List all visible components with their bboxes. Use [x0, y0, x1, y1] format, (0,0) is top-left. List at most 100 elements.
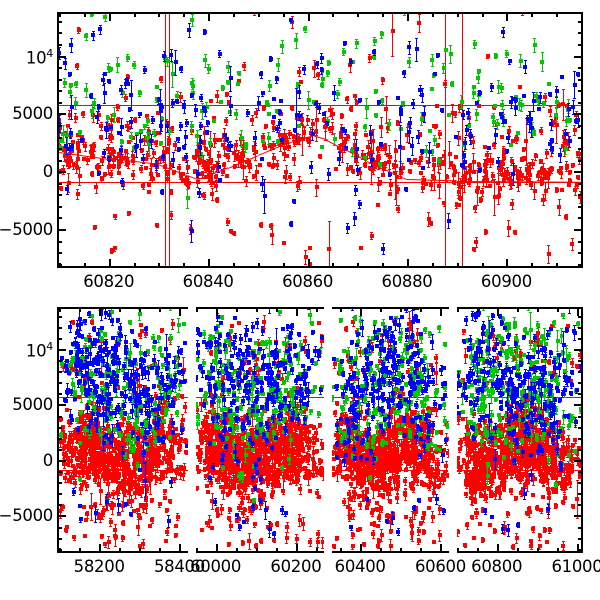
axis-tick [308, 259, 310, 268]
axis-tick [432, 12, 434, 17]
axis-tick [183, 12, 185, 17]
axis-tick [574, 171, 583, 173]
axis-tick [57, 160, 62, 162]
axis-tick [158, 12, 160, 17]
axis-tick [109, 12, 111, 21]
bottom-panel-plot-area [59, 309, 581, 551]
axis-tick [57, 241, 62, 243]
axis-tick [208, 259, 210, 268]
axis-tick [57, 125, 62, 127]
axis-tick [57, 44, 62, 46]
axis-tick [482, 263, 484, 268]
axis-tick [578, 44, 583, 46]
axis-tick [158, 263, 160, 268]
axis-tick [382, 263, 384, 268]
axis-tick [578, 241, 583, 243]
axis-tick [574, 229, 583, 231]
axis-tick [258, 12, 260, 17]
axis-tick-label: −5000 [0, 220, 53, 239]
axis-tick [578, 102, 583, 104]
axis-tick [308, 12, 310, 21]
axis-tick [283, 12, 285, 17]
axis-tick [578, 125, 583, 127]
axis-tick [57, 90, 62, 92]
axis-tick [233, 12, 235, 17]
axis-tick [57, 67, 62, 69]
axis-tick-label: 60860 [274, 272, 342, 291]
axis-tick [578, 79, 583, 81]
axis-tick [432, 263, 434, 268]
axis-tick [457, 12, 459, 17]
axis-tick-label: 60820 [75, 272, 143, 291]
axis-tick [574, 56, 583, 58]
axis-tick [109, 259, 111, 268]
axis-tick [578, 137, 583, 139]
axis-tick [578, 194, 583, 196]
axis-tick [457, 263, 459, 268]
axis-tick [57, 171, 66, 173]
axis-tick [57, 217, 62, 219]
axis-tick [134, 12, 136, 17]
axis-tick [407, 12, 409, 21]
axis-tick [506, 259, 508, 268]
axis-tick [556, 12, 558, 17]
axis-tick [506, 12, 508, 21]
axis-tick [578, 252, 583, 254]
axis-tick [84, 12, 86, 17]
axis-tick [482, 12, 484, 17]
axis-tick [208, 12, 210, 21]
axis-tick [382, 12, 384, 17]
axis-tick [57, 56, 66, 58]
axis-tick [531, 12, 533, 17]
axis-tick [57, 79, 62, 81]
axis-tick [578, 32, 583, 34]
axis-tick [57, 148, 62, 150]
axis-tick [578, 21, 583, 23]
axis-tick [233, 263, 235, 268]
axis-tick-label: 5000 [0, 104, 53, 123]
axis-tick [581, 263, 583, 268]
axis-tick [283, 263, 285, 268]
axis-tick [578, 160, 583, 162]
axis-tick [258, 263, 260, 268]
figure-root: −500005000104 6082060840608606088060900 … [0, 0, 600, 600]
axis-tick [57, 21, 62, 23]
axis-tick [84, 263, 86, 268]
axis-tick [57, 183, 62, 185]
axis-tick [183, 263, 185, 268]
axis-tick [578, 90, 583, 92]
axis-tick [57, 32, 62, 34]
axis-tick [57, 113, 66, 115]
axis-tick [57, 194, 62, 196]
axis-tick-label: 60880 [373, 272, 441, 291]
axis-tick [57, 137, 62, 139]
axis-tick [357, 263, 359, 268]
axis-tick [407, 259, 409, 268]
axis-tick-label: 60840 [174, 272, 242, 291]
axis-tick [59, 263, 61, 268]
top-panel-plot-area [59, 14, 581, 266]
axis-tick [578, 206, 583, 208]
axis-tick [57, 252, 62, 254]
axis-tick [578, 67, 583, 69]
axis-tick-label: 60900 [472, 272, 540, 291]
axis-tick [581, 12, 583, 17]
axis-tick [574, 113, 583, 115]
axis-tick [578, 183, 583, 185]
axis-tick [57, 102, 62, 104]
axis-tick [357, 12, 359, 17]
axis-tick [578, 217, 583, 219]
axis-tick [332, 12, 334, 17]
axis-tick [57, 229, 66, 231]
axis-tick-label: 104 [0, 47, 53, 68]
bottom-panel: −500005000104 58200584006000060200604006… [0, 300, 600, 600]
top-panel: −5000 0 5000 104 60820 60840 60860 60880 60900 [0, 0, 600, 300]
axis-tick [578, 148, 583, 150]
axis-tick [59, 12, 61, 17]
axis-tick [531, 263, 533, 268]
axis-tick [556, 263, 558, 268]
axis-tick [57, 206, 62, 208]
axis-tick-label: 0 [0, 162, 53, 181]
axis-tick [332, 263, 334, 268]
axis-tick [134, 263, 136, 268]
